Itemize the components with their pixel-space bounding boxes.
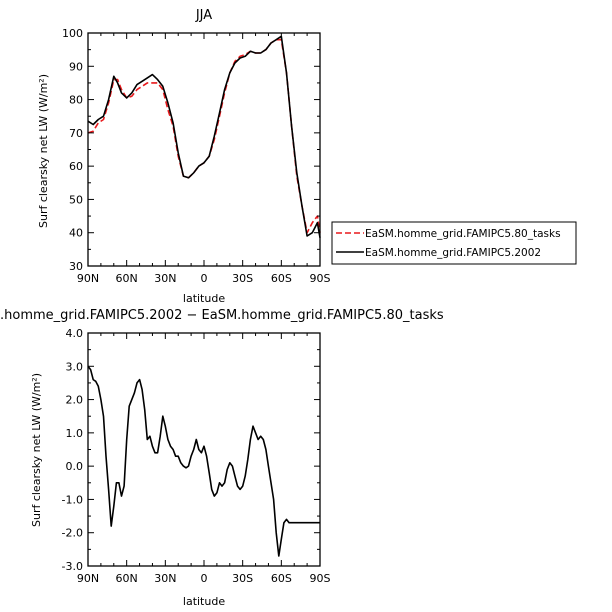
top-chart-y-tick-label: 40 bbox=[69, 227, 83, 240]
bottom-chart-x-tick-label: 90S bbox=[310, 572, 331, 585]
top-chart-y-tick-label: 70 bbox=[69, 127, 83, 140]
bottom-chart-x-tick-label: 0 bbox=[201, 572, 208, 585]
bottom-chart-x-tick-label: 30S bbox=[232, 572, 253, 585]
bottom-chart-y-tick-label: -2.0 bbox=[62, 527, 83, 540]
top-chart-y-tick-label: 30 bbox=[69, 260, 83, 273]
top-chart-y-tick-label: 50 bbox=[69, 193, 83, 206]
bottom-chart-xlabel: latitude bbox=[183, 595, 225, 608]
bottom-chart-x-tick-label: 90N bbox=[77, 572, 99, 585]
top-chart-y-tick-label: 90 bbox=[69, 60, 83, 73]
bottom-chart-x-tick-label: 30N bbox=[154, 572, 176, 585]
top-chart-series-line-1 bbox=[87, 35, 321, 238]
top-chart-ylabel: Surf clearsky net LW (W/m²) bbox=[37, 74, 50, 228]
bottom-chart-x-tick-label: 60S bbox=[271, 572, 292, 585]
bottom-chart-y-tick-label: -1.0 bbox=[62, 493, 83, 506]
bottom-chart-x-tick-label: 60N bbox=[116, 572, 138, 585]
bottom-chart-y-tick-label: 1.0 bbox=[66, 427, 84, 440]
top-chart-x-tick-label: 0 bbox=[201, 272, 208, 285]
legend-box bbox=[331, 221, 577, 265]
top-chart-x-tick-label: 90N bbox=[77, 272, 99, 285]
bottom-chart-y-tick-label: 3.0 bbox=[66, 360, 84, 373]
top-chart-xlabel: latitude bbox=[183, 292, 225, 305]
bottom-chart-ylabel: Surf clearsky net LW (W/m²) bbox=[30, 373, 43, 527]
top-chart-x-tick-label: 60S bbox=[271, 272, 292, 285]
top-chart-x-tick-label: 30S bbox=[232, 272, 253, 285]
top-chart-x-tick-label: 60N bbox=[116, 272, 138, 285]
bottom-chart-y-tick-label: 0.0 bbox=[66, 460, 84, 473]
top-chart-title: JJA bbox=[195, 8, 212, 23]
bottom-chart-title: EaSM.homme_grid.FAMIPC5.2002 − EaSM.homm… bbox=[0, 308, 444, 323]
top-chart-y-tick-label: 80 bbox=[69, 94, 83, 107]
bottom-chart: EaSM.homme_grid.FAMIPC5.2002 − EaSM.homm… bbox=[0, 308, 444, 608]
bottom-chart-frame bbox=[87, 332, 321, 567]
top-chart-x-tick-label: 90S bbox=[310, 272, 331, 285]
bottom-chart-y-tick-label: 4.0 bbox=[66, 327, 84, 340]
top-chart-x-tick-label: 30N bbox=[154, 272, 176, 285]
legend-label: EaSM.homme_grid.FAMIPC5.80_tasks bbox=[365, 228, 561, 240]
top-chart: JJA 90N 60N 30N 0 30S 60S 90S 30 40 50 60 70 80 90 100… bbox=[37, 8, 577, 305]
bottom-chart-series-line-0 bbox=[87, 365, 320, 557]
top-chart-y-tick-label: 100 bbox=[62, 27, 83, 40]
top-chart-legend: EaSM.homme_grid.FAMIPC5.80_tasks EaSM.hom… bbox=[331, 221, 577, 265]
legend-label: EaSM.homme_grid.FAMIPC5.2002 bbox=[365, 247, 541, 259]
top-chart-y-tick-label: 60 bbox=[69, 160, 83, 173]
bottom-chart-y-tick-label: -3.0 bbox=[62, 560, 83, 573]
bottom-chart-y-tick-label: 2.0 bbox=[66, 394, 84, 407]
